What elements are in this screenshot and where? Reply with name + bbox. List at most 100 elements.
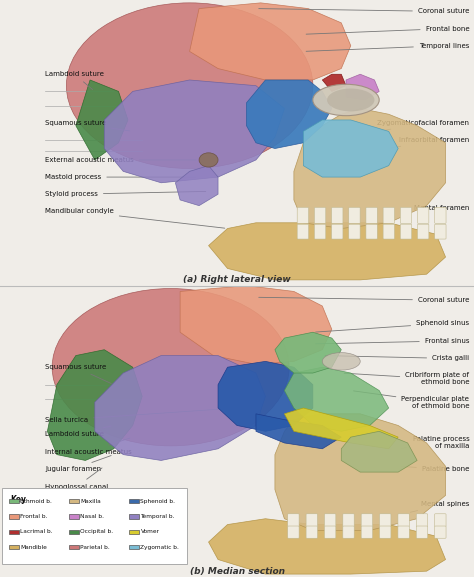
Polygon shape bbox=[284, 408, 398, 449]
Polygon shape bbox=[76, 80, 128, 160]
FancyBboxPatch shape bbox=[435, 526, 446, 538]
Ellipse shape bbox=[327, 88, 374, 111]
Text: External acoustic meatus: External acoustic meatus bbox=[45, 157, 196, 163]
Text: Sphenoid b.: Sphenoid b. bbox=[140, 499, 175, 504]
Bar bbox=[9, 530, 19, 534]
Bar bbox=[128, 530, 139, 534]
Text: Squamous suture: Squamous suture bbox=[45, 120, 130, 131]
Polygon shape bbox=[275, 414, 446, 530]
FancyBboxPatch shape bbox=[383, 207, 394, 223]
Text: Coronal suture: Coronal suture bbox=[259, 9, 469, 14]
FancyBboxPatch shape bbox=[435, 207, 446, 223]
Text: Perpendicular plate
of ethmoid bone: Perpendicular plate of ethmoid bone bbox=[354, 391, 469, 409]
Polygon shape bbox=[95, 355, 265, 460]
Text: Jugular foramen: Jugular foramen bbox=[45, 456, 111, 472]
Ellipse shape bbox=[52, 288, 289, 446]
Text: Occipital b.: Occipital b. bbox=[81, 529, 114, 534]
Text: Zygomatic b.: Zygomatic b. bbox=[140, 545, 179, 550]
Polygon shape bbox=[246, 80, 332, 148]
Text: Mental foramen: Mental foramen bbox=[401, 205, 469, 212]
Text: Frontal sinus: Frontal sinus bbox=[316, 338, 469, 344]
FancyBboxPatch shape bbox=[343, 526, 354, 538]
FancyBboxPatch shape bbox=[349, 207, 360, 223]
Text: Parietal b.: Parietal b. bbox=[81, 545, 110, 550]
Text: (b) Median section: (b) Median section bbox=[190, 567, 284, 575]
Polygon shape bbox=[275, 332, 341, 373]
Polygon shape bbox=[256, 414, 341, 449]
FancyBboxPatch shape bbox=[383, 224, 394, 239]
Polygon shape bbox=[303, 120, 398, 177]
Polygon shape bbox=[209, 519, 446, 574]
Bar bbox=[128, 545, 139, 549]
FancyBboxPatch shape bbox=[400, 207, 411, 223]
Bar bbox=[9, 499, 19, 503]
Polygon shape bbox=[322, 74, 346, 91]
FancyBboxPatch shape bbox=[416, 526, 428, 538]
FancyBboxPatch shape bbox=[366, 207, 377, 223]
FancyBboxPatch shape bbox=[349, 224, 360, 239]
Polygon shape bbox=[284, 367, 389, 432]
Polygon shape bbox=[346, 74, 379, 100]
Bar bbox=[128, 515, 139, 519]
FancyBboxPatch shape bbox=[416, 514, 428, 527]
FancyBboxPatch shape bbox=[306, 514, 318, 527]
Polygon shape bbox=[294, 108, 446, 228]
Text: Lambdoid suture: Lambdoid suture bbox=[45, 72, 104, 89]
Text: Sphenoid sinus: Sphenoid sinus bbox=[316, 320, 469, 332]
Text: Temporal b.: Temporal b. bbox=[140, 514, 175, 519]
Polygon shape bbox=[218, 361, 313, 432]
Text: Sella turcica: Sella turcica bbox=[45, 408, 234, 422]
Polygon shape bbox=[47, 350, 142, 460]
FancyBboxPatch shape bbox=[398, 526, 410, 538]
Text: Palatine process
of maxilla: Palatine process of maxilla bbox=[401, 436, 469, 449]
Ellipse shape bbox=[199, 153, 218, 167]
FancyBboxPatch shape bbox=[297, 224, 309, 239]
FancyBboxPatch shape bbox=[418, 224, 429, 239]
Bar bbox=[69, 545, 79, 549]
Text: Lacrimal b.: Lacrimal b. bbox=[20, 529, 53, 534]
Text: Nasal b.: Nasal b. bbox=[81, 514, 104, 519]
FancyBboxPatch shape bbox=[400, 224, 411, 239]
Text: Internal acoustic meatus: Internal acoustic meatus bbox=[45, 438, 132, 455]
FancyBboxPatch shape bbox=[380, 526, 391, 538]
Polygon shape bbox=[190, 3, 351, 80]
Polygon shape bbox=[175, 166, 218, 205]
Bar bbox=[69, 515, 79, 519]
Bar bbox=[9, 515, 19, 519]
FancyBboxPatch shape bbox=[288, 514, 299, 527]
FancyBboxPatch shape bbox=[435, 514, 446, 527]
Text: Mental spines: Mental spines bbox=[410, 501, 469, 512]
FancyBboxPatch shape bbox=[361, 514, 373, 527]
Text: Vomer: Vomer bbox=[140, 529, 159, 534]
FancyBboxPatch shape bbox=[418, 207, 429, 223]
Text: Styloid process: Styloid process bbox=[45, 191, 206, 197]
Text: Temporal lines: Temporal lines bbox=[306, 43, 469, 51]
Text: Maxilla: Maxilla bbox=[81, 499, 101, 504]
Polygon shape bbox=[209, 223, 446, 280]
Polygon shape bbox=[104, 80, 284, 183]
FancyBboxPatch shape bbox=[366, 224, 377, 239]
Text: Zygomaticofacial foramen: Zygomaticofacial foramen bbox=[377, 120, 469, 131]
FancyBboxPatch shape bbox=[314, 224, 326, 239]
Text: Mastoid process: Mastoid process bbox=[45, 174, 196, 180]
Text: Mandible: Mandible bbox=[20, 545, 47, 550]
Text: Ethmoid b.: Ethmoid b. bbox=[20, 499, 52, 504]
FancyBboxPatch shape bbox=[324, 514, 336, 527]
Polygon shape bbox=[180, 286, 332, 364]
Polygon shape bbox=[341, 432, 417, 472]
Ellipse shape bbox=[322, 353, 360, 370]
FancyBboxPatch shape bbox=[306, 526, 318, 538]
Text: Coronal suture: Coronal suture bbox=[259, 297, 469, 303]
Text: Frontal bone: Frontal bone bbox=[306, 25, 469, 34]
FancyBboxPatch shape bbox=[331, 224, 343, 239]
Text: Infraorbital foramen: Infraorbital foramen bbox=[392, 137, 469, 148]
FancyBboxPatch shape bbox=[380, 514, 391, 527]
Bar bbox=[69, 499, 79, 503]
Text: Palatine bone: Palatine bone bbox=[401, 466, 469, 472]
FancyBboxPatch shape bbox=[2, 488, 187, 564]
Text: Mandibular condyle: Mandibular condyle bbox=[45, 208, 225, 228]
FancyBboxPatch shape bbox=[288, 526, 299, 538]
Bar bbox=[9, 545, 19, 549]
Text: Hypoglossal canal: Hypoglossal canal bbox=[45, 468, 108, 490]
Bar bbox=[128, 499, 139, 503]
